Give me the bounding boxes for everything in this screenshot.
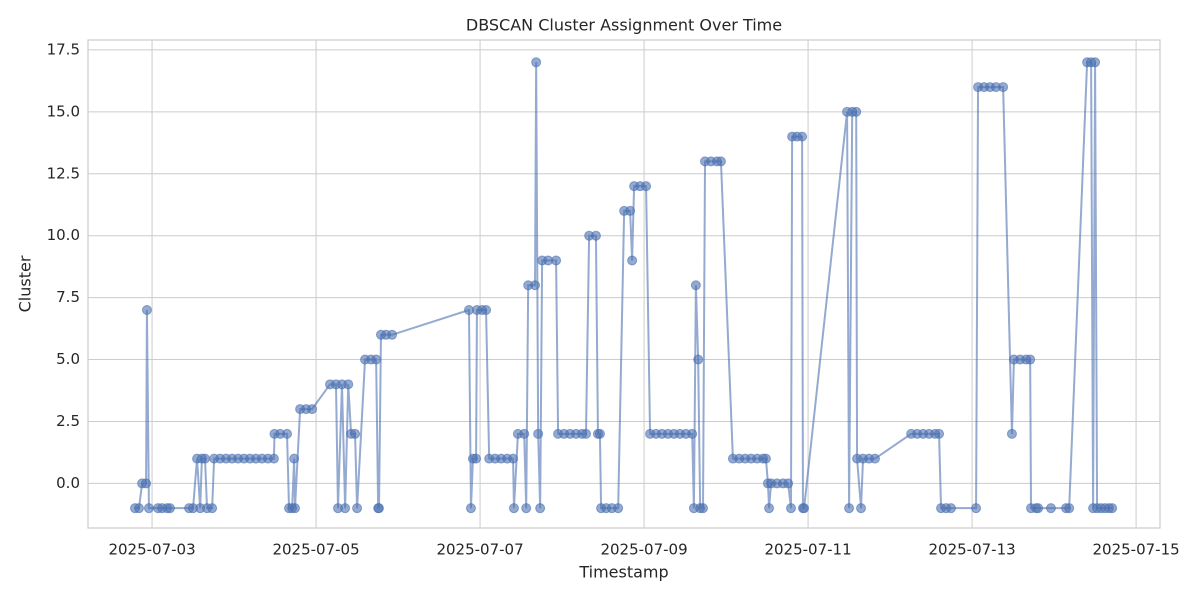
y-tick-label: 7.5: [56, 288, 80, 306]
x-tick-label: 2025-07-09: [600, 541, 687, 559]
data-point: [613, 503, 624, 514]
data-point: [590, 230, 601, 241]
data-point: [200, 453, 211, 464]
data-point: [698, 503, 709, 514]
x-tick-label: 2025-07-15: [1092, 541, 1179, 559]
data-point: [371, 354, 382, 365]
y-tick-label: 0.0: [56, 474, 80, 492]
data-point: [693, 354, 704, 365]
data-point: [143, 503, 154, 514]
data-point: [533, 428, 544, 439]
data-point: [1045, 503, 1056, 514]
data-point: [268, 453, 279, 464]
y-tick-label: 15.0: [47, 102, 80, 120]
data-point: [551, 255, 562, 266]
y-tick-label: 2.5: [56, 412, 80, 430]
data-point: [307, 404, 318, 415]
y-axis-label: Cluster: [16, 255, 35, 312]
y-tick-label: 5.0: [56, 350, 80, 368]
data-point: [971, 503, 982, 514]
data-point: [373, 503, 384, 514]
data-point: [519, 428, 530, 439]
data-point: [289, 453, 300, 464]
data-point: [508, 453, 519, 464]
y-tick-label: 12.5: [47, 164, 80, 182]
data-point: [535, 503, 546, 514]
plot-area: 0.0 2.5 5.0 7.5 10.0 12.5 15.0 17.5 2025-07-03 20…: [47, 39, 1180, 559]
data-point: [934, 428, 945, 439]
x-tick-label: 2025-07-11: [764, 541, 851, 559]
data-point: [521, 503, 532, 514]
data-point: [851, 106, 862, 117]
data-point: [687, 428, 698, 439]
data-point: [508, 503, 519, 514]
data-point: [340, 503, 351, 514]
data-point: [760, 453, 771, 464]
data-point: [641, 181, 652, 192]
data-point: [764, 503, 775, 514]
data-point: [625, 205, 636, 216]
plot-frame: [87, 39, 1161, 529]
data-point: [481, 305, 492, 316]
data-point: [690, 280, 701, 291]
chart-title: DBSCAN Cluster Assignment Over Time: [466, 16, 782, 35]
data-point: [465, 503, 476, 514]
x-tick-label: 2025-07-05: [272, 541, 359, 559]
data-point: [207, 503, 218, 514]
data-point: [594, 428, 605, 439]
x-tick-label: 2025-07-07: [436, 541, 523, 559]
data-point: [165, 503, 176, 514]
data-point: [1006, 428, 1017, 439]
data-point: [856, 503, 867, 514]
data-point: [387, 329, 398, 340]
data-point: [844, 503, 855, 514]
data-point: [1107, 503, 1118, 514]
data-point: [1033, 503, 1044, 514]
x-axis-label: Timestamp: [578, 563, 668, 582]
data-point: [282, 428, 293, 439]
x-tick-label: 2025-07-03: [108, 541, 195, 559]
data-point: [946, 503, 957, 514]
data-point: [1064, 503, 1075, 514]
data-point: [799, 503, 810, 514]
y-tick-label: 10.0: [47, 226, 80, 244]
data-point: [531, 57, 542, 68]
data-point: [133, 503, 144, 514]
data-point: [998, 82, 1009, 93]
data-point: [797, 131, 808, 142]
data-point: [715, 156, 726, 167]
data-point: [141, 478, 152, 489]
data-point: [289, 503, 300, 514]
x-tick-label: 2025-07-13: [928, 541, 1015, 559]
data-point: [141, 305, 152, 316]
data-point: [530, 280, 541, 291]
data-point: [1025, 354, 1036, 365]
data-point: [1090, 57, 1101, 68]
data-point: [785, 503, 796, 514]
data-point: [580, 428, 591, 439]
data-point: [627, 255, 638, 266]
data-point: [352, 503, 363, 514]
data-point: [350, 428, 361, 439]
data-point: [783, 478, 794, 489]
data-point: [471, 453, 482, 464]
data-point: [869, 453, 880, 464]
y-tick-label: 17.5: [47, 40, 80, 58]
data-point: [343, 379, 354, 390]
